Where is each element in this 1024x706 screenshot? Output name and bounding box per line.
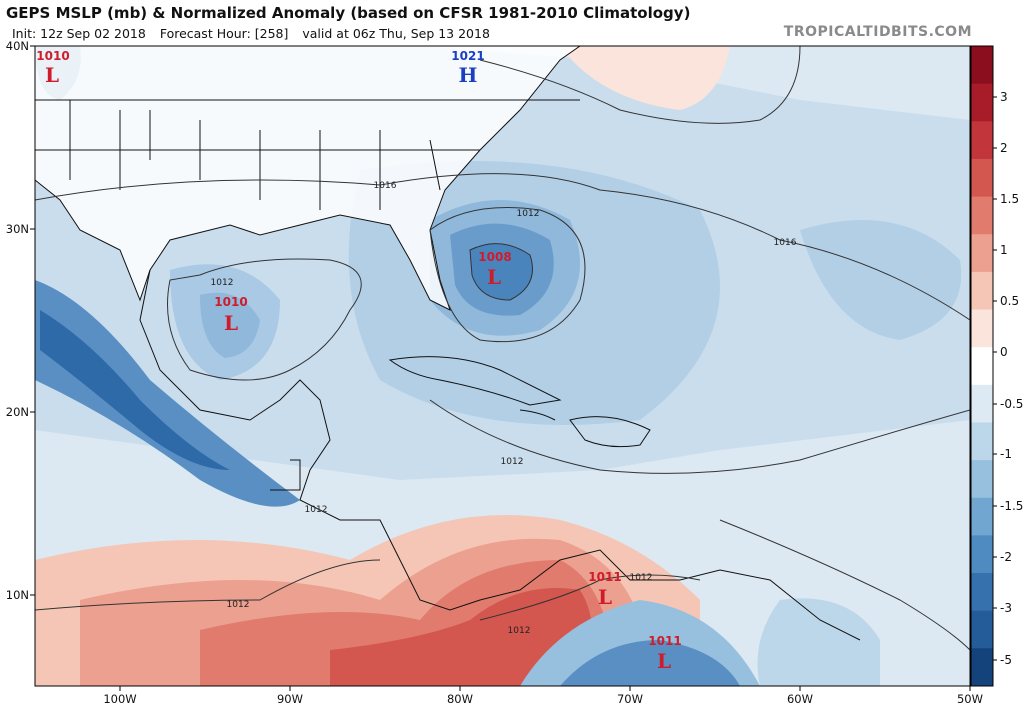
svg-text:1008: 1008	[478, 250, 511, 264]
isobar-label: 1016	[374, 181, 397, 191]
lon-label-100w: 100W	[103, 692, 136, 706]
lat-label-10n: 10N	[6, 588, 29, 602]
low-center: 1011 L	[588, 570, 621, 609]
map-subtitle: Init: 12z Sep 02 2018 Forecast Hour: [25…	[12, 26, 500, 41]
colorbar-label: -0.5	[1000, 397, 1023, 411]
svg-text:1021: 1021	[451, 49, 484, 63]
colorbar-label: -1.5	[1000, 499, 1023, 513]
low-center: 1011 L	[648, 634, 681, 673]
colorbar-segment	[971, 271, 993, 311]
site-credit: TROPICALTIDBITS.COM	[783, 24, 972, 40]
colorbar-segment	[971, 497, 993, 536]
forecast-hour: Forecast Hour: [258]	[159, 26, 289, 41]
colorbar-label: -5	[1000, 653, 1012, 667]
colorbar-segment	[971, 121, 993, 160]
colorbar-segment	[971, 384, 993, 423]
colorbar-segment	[971, 158, 993, 198]
isobar-label: 1012	[630, 573, 653, 583]
map-frame	[34, 45, 971, 687]
svg-text:H: H	[459, 63, 478, 87]
lon-label-80w: 80W	[447, 692, 473, 706]
svg-text:1010: 1010	[36, 49, 69, 63]
valid-time: valid at 06z Thu, Sep 13 2018	[302, 26, 490, 41]
colorbar-segment	[971, 460, 993, 499]
init-time: Init: 12z Sep 02 2018	[12, 26, 146, 41]
low-center: 1008 L	[478, 250, 511, 289]
map-title: GEPS MSLP (mb) & Normalized Anomaly (bas…	[6, 4, 691, 22]
lon-label-50w: 50W	[957, 692, 983, 706]
colorbar-segment	[971, 648, 993, 687]
colorbar-segment	[971, 422, 993, 461]
lon-label-70w: 70W	[617, 692, 643, 706]
isobar-label: 1012	[508, 626, 531, 636]
svg-text:1010: 1010	[214, 295, 247, 309]
colorbar-segment	[971, 573, 993, 612]
low-center: 1010 L	[36, 49, 69, 87]
colorbar-segment	[971, 535, 993, 574]
colorbar-label: 1.5	[1000, 192, 1019, 206]
colorbar-segment	[971, 610, 993, 649]
svg-text:L: L	[598, 585, 612, 609]
colorbar-label: 2	[1000, 141, 1008, 155]
isobar-label: 1012	[501, 457, 524, 467]
colorbar-label: -1	[1000, 447, 1012, 461]
isobar-label: 1012	[305, 505, 328, 515]
svg-text:1011: 1011	[588, 570, 621, 584]
isobar-label: 1012	[211, 278, 234, 288]
lon-label-60w: 60W	[787, 692, 813, 706]
colorbar-segment	[971, 347, 993, 386]
svg-text:L: L	[45, 63, 59, 87]
lat-label-30n: 30N	[6, 222, 29, 236]
isobar-label: 1016	[774, 238, 797, 248]
svg-text:1011: 1011	[648, 634, 681, 648]
isobar-label: 1012	[227, 600, 250, 610]
colorbar-label: 0.5	[1000, 294, 1019, 308]
colorbar-label: 0	[1000, 345, 1008, 359]
svg-text:L: L	[657, 649, 671, 673]
colorbar-label: -2	[1000, 550, 1012, 564]
colorbar-segment	[971, 83, 993, 122]
svg-text:L: L	[487, 265, 501, 289]
svg-text:L: L	[224, 311, 238, 335]
colorbar-label: 1	[1000, 243, 1008, 257]
colorbar-segment	[971, 46, 993, 85]
lat-label-20n: 20N	[6, 405, 29, 419]
isobar-label: 1012	[517, 209, 540, 219]
lon-label-90w: 90W	[277, 692, 303, 706]
colorbar-label: -3	[1000, 601, 1012, 615]
colorbar-segment	[971, 234, 993, 273]
colorbar-segment	[971, 196, 993, 235]
colorbar: 3 2 1.5 1 0.5 0 -0.5 -1 -1.5 -2 -3 -5	[970, 45, 1023, 687]
colorbar-label: 3	[1000, 90, 1008, 104]
high-center: 1021 H	[451, 49, 484, 87]
anomaly-field	[35, 46, 970, 686]
lat-label-40n: 40N	[6, 39, 29, 53]
low-center: 1010 L	[214, 295, 247, 335]
colorbar-segment	[971, 309, 993, 348]
